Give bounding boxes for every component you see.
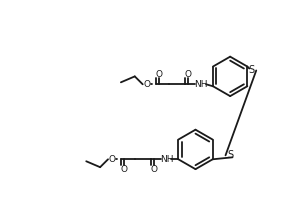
- Text: S: S: [228, 150, 234, 160]
- Text: NH: NH: [160, 155, 173, 164]
- Text: O: O: [150, 165, 157, 174]
- Text: O: O: [185, 70, 192, 79]
- Text: S: S: [248, 66, 254, 75]
- Text: O: O: [109, 155, 115, 164]
- Text: O: O: [143, 80, 150, 89]
- Text: NH: NH: [194, 80, 208, 89]
- Text: O: O: [120, 165, 127, 174]
- Text: O: O: [155, 70, 162, 79]
